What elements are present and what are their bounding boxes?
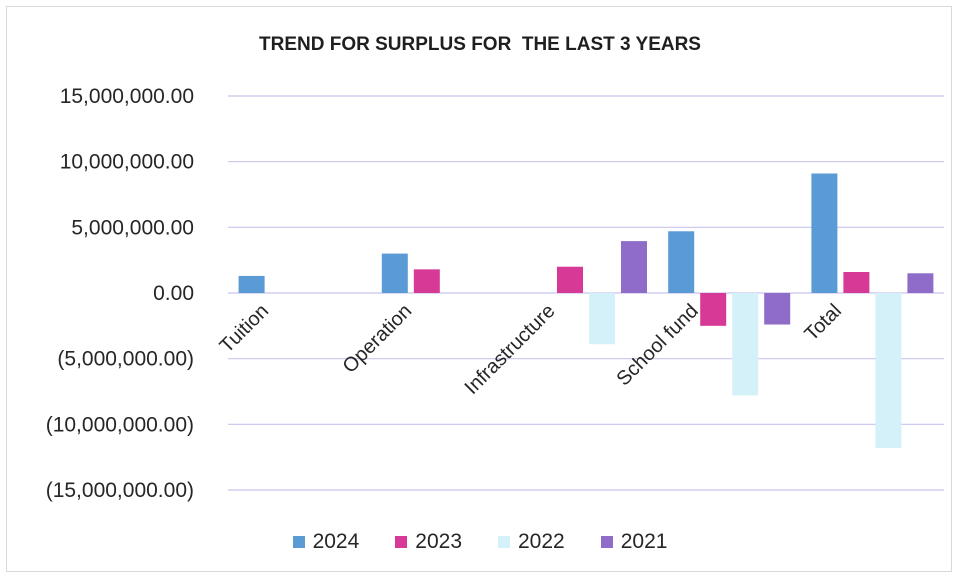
legend-swatch xyxy=(498,536,510,548)
bar-2023-total xyxy=(843,271,870,293)
legend: 2024 2023 2022 2021 xyxy=(0,530,960,554)
bar-2024-operation xyxy=(381,253,408,293)
category-label: Tuition xyxy=(216,300,273,357)
bar-2023-infrastructure xyxy=(557,266,583,293)
y-tick-label: (10,000,000.00) xyxy=(46,413,194,436)
legend-label: 2021 xyxy=(620,530,668,553)
bar-2021-school-fund xyxy=(764,293,791,325)
y-tick-label: 10,000,000.00 xyxy=(60,151,194,174)
legend-swatch xyxy=(600,536,613,548)
bar-2021-infrastructure xyxy=(621,241,647,293)
bar-2022-total xyxy=(875,293,902,448)
chart-frame xyxy=(6,6,952,572)
bar-2021-total xyxy=(907,273,934,293)
y-tick-label: (5,000,000.00) xyxy=(57,348,194,371)
legend-swatch xyxy=(395,536,408,548)
legend-swatch xyxy=(292,536,305,548)
bar-2023-school-fund xyxy=(700,293,727,326)
bar-2024-tuition xyxy=(238,275,265,293)
legend-item: 2023 xyxy=(395,530,462,554)
legend-item: 2022 xyxy=(498,530,565,554)
y-tick-label: 15,000,000.00 xyxy=(60,85,194,108)
bar-2022-infrastructure xyxy=(589,293,615,345)
legend-item: 2024 xyxy=(292,530,360,554)
legend-label: 2023 xyxy=(415,530,462,553)
y-axis-labels: 15,000,000.00 10,000,000.00 5,000,000.00 0.… xyxy=(46,85,194,502)
bar-2024-total xyxy=(811,173,838,293)
category-label: Operation xyxy=(339,300,417,378)
bar-2022-school-fund xyxy=(732,293,759,396)
legend-label: 2024 xyxy=(312,530,360,553)
bar-2024-school-fund xyxy=(668,231,695,293)
legend-label: 2022 xyxy=(518,530,565,553)
category-label: Total xyxy=(801,300,846,345)
category-label: School fund xyxy=(612,300,702,390)
bars xyxy=(238,173,934,448)
category-label: Infrastructure xyxy=(461,300,560,399)
y-tick-label: (15,000,000.00) xyxy=(46,479,194,502)
bar-2023-operation xyxy=(413,269,440,293)
y-tick-label: 0.00 xyxy=(153,282,194,305)
y-tick-label: 5,000,000.00 xyxy=(71,216,194,239)
chart-title: TREND FOR SURPLUS FOR THE LAST 3 YEARS xyxy=(259,34,701,55)
legend-item: 2021 xyxy=(600,530,668,554)
